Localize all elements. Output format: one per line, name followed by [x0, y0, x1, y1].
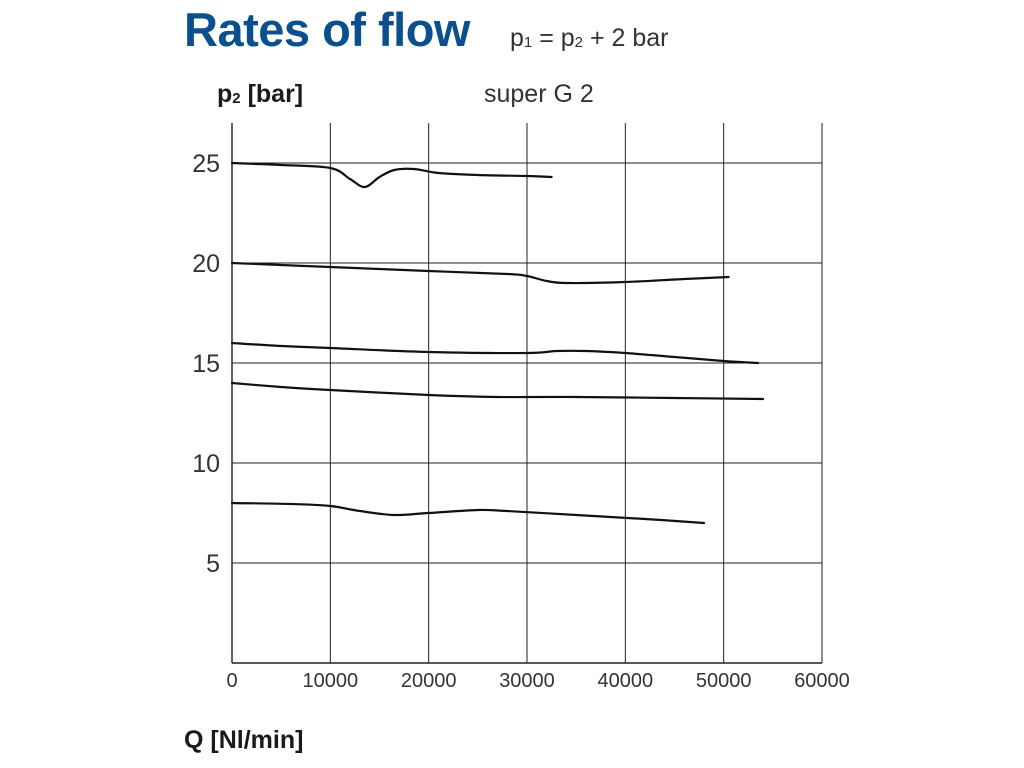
chart-tick-labels: 0 10000 20000 30000 40000 50000 60000 5 10 15 20 25: [192, 150, 850, 692]
chart-series: [230, 161, 765, 525]
x-tick-label: 40000: [598, 670, 654, 692]
y-axis-label: p2 [bar]: [217, 80, 304, 108]
chart-grid: [231, 123, 823, 664]
pressure-formula: p1 = p2 + 2 bar: [510, 24, 669, 52]
series-line-1: [230, 161, 553, 189]
page-title: Rates of flow: [184, 3, 470, 56]
series-line-4: [230, 381, 765, 401]
x-tick-label: 20000: [401, 670, 457, 692]
y-tick-label: 20: [192, 250, 220, 278]
x-tick-label: 10000: [303, 670, 359, 692]
series-line-2: [230, 261, 730, 285]
y-tick-label: 5: [206, 550, 220, 578]
x-tick-label: 50000: [696, 670, 752, 692]
x-axis-label: Q [Nl/min]: [184, 726, 304, 754]
x-tick-label: 60000: [794, 670, 850, 692]
y-tick-label: 25: [192, 150, 220, 178]
x-tick-label: 30000: [499, 670, 555, 692]
y-tick-label: 10: [192, 450, 220, 478]
y-tick-label: 15: [192, 350, 220, 378]
series-line-5: [230, 501, 706, 525]
chart-subtitle: super G 2: [484, 80, 594, 108]
x-tick-label: 0: [226, 670, 237, 692]
series-line-3: [230, 341, 760, 365]
